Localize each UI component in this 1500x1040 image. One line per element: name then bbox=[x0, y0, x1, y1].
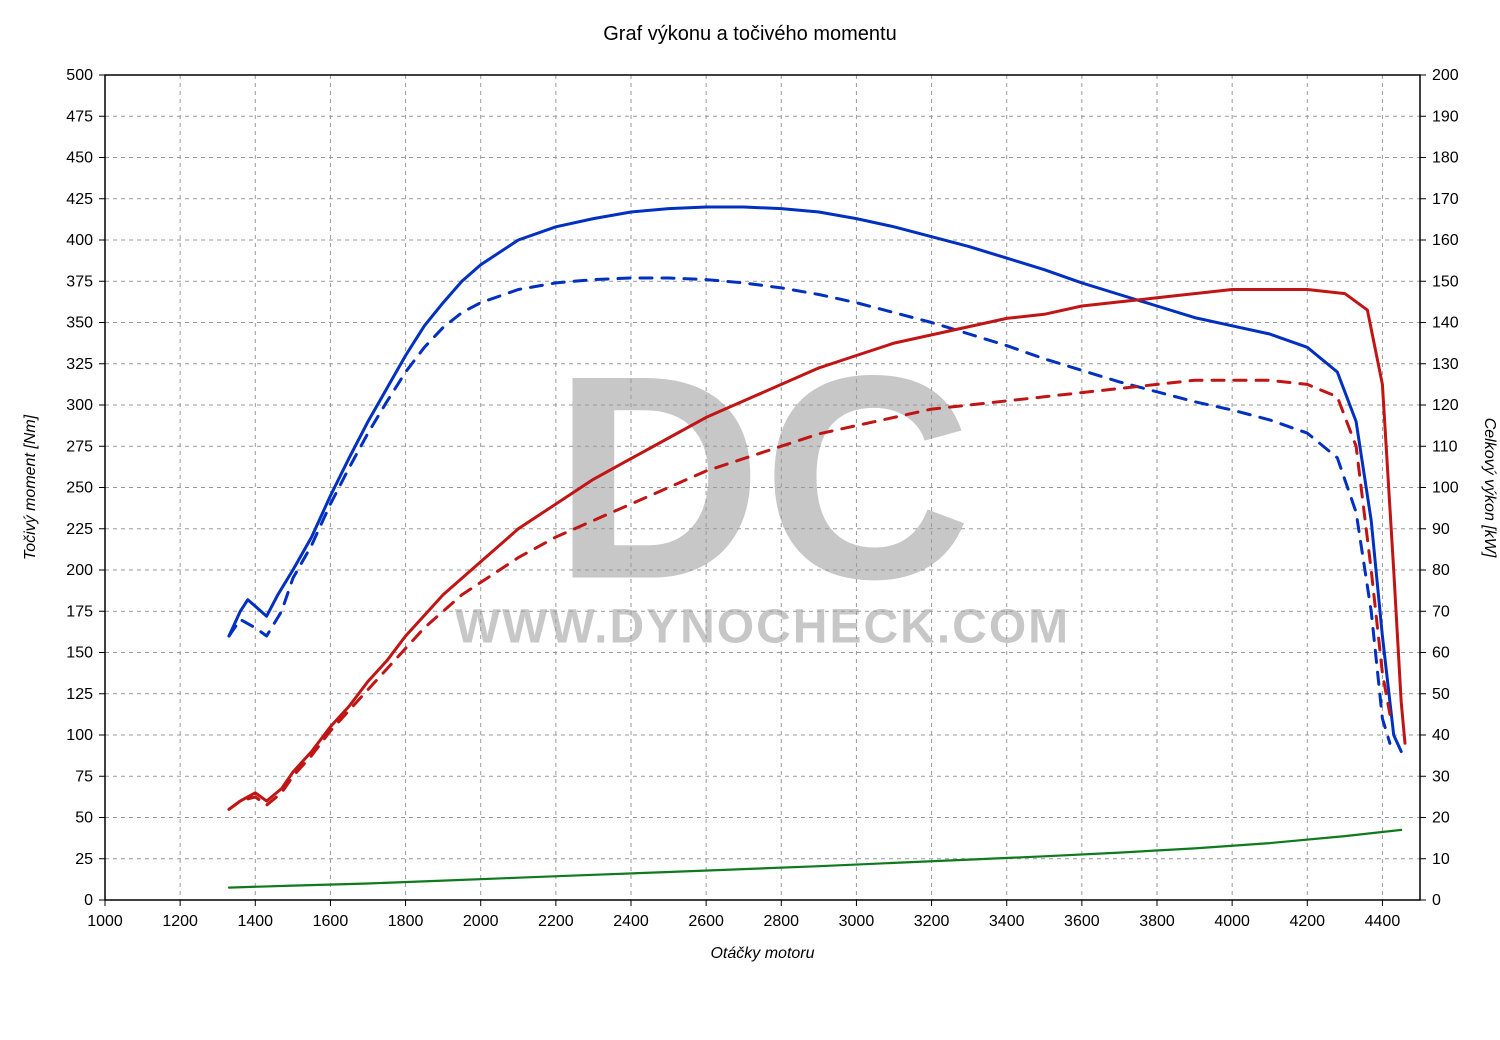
x-tick-label: 1000 bbox=[87, 913, 123, 930]
x-tick-label: 1400 bbox=[237, 913, 273, 930]
x-tick-label: 1200 bbox=[162, 913, 198, 930]
x-tick-label: 1800 bbox=[388, 913, 424, 930]
x-tick-label: 3400 bbox=[989, 913, 1025, 930]
y-left-tick-label: 250 bbox=[66, 480, 93, 497]
y-left-tick-label: 150 bbox=[66, 645, 93, 662]
x-tick-label: 3000 bbox=[839, 913, 875, 930]
y-right-tick-label: 160 bbox=[1432, 232, 1459, 249]
x-tick-label: 2000 bbox=[463, 913, 499, 930]
y-left-tick-label: 325 bbox=[66, 356, 93, 373]
y-right-tick-label: 90 bbox=[1432, 521, 1450, 538]
chart-title: Graf výkonu a točivého momentu bbox=[603, 23, 896, 45]
y-right-tick-label: 80 bbox=[1432, 562, 1450, 579]
y-left-tick-label: 175 bbox=[66, 603, 93, 620]
y-left-tick-label: 400 bbox=[66, 232, 93, 249]
x-tick-label: 3600 bbox=[1064, 913, 1100, 930]
y-right-tick-label: 10 bbox=[1432, 851, 1450, 868]
y-right-tick-label: 40 bbox=[1432, 727, 1450, 744]
y-right-tick-label: 130 bbox=[1432, 356, 1459, 373]
y-left-tick-label: 300 bbox=[66, 397, 93, 414]
y-right-tick-label: 180 bbox=[1432, 150, 1459, 167]
y-left-tick-label: 350 bbox=[66, 315, 93, 332]
y-left-tick-label: 125 bbox=[66, 686, 93, 703]
x-tick-label: 4000 bbox=[1214, 913, 1250, 930]
y-left-tick-label: 50 bbox=[75, 810, 93, 827]
x-tick-label: 2400 bbox=[613, 913, 649, 930]
y-right-tick-label: 100 bbox=[1432, 480, 1459, 497]
y-left-tick-label: 475 bbox=[66, 108, 93, 125]
x-tick-label: 2800 bbox=[763, 913, 799, 930]
x-tick-label: 2600 bbox=[688, 913, 724, 930]
y-left-tick-label: 425 bbox=[66, 191, 93, 208]
y-right-tick-label: 50 bbox=[1432, 686, 1450, 703]
y-right-tick-label: 0 bbox=[1432, 892, 1441, 909]
y-left-tick-label: 225 bbox=[66, 521, 93, 538]
y-right-tick-label: 200 bbox=[1432, 67, 1459, 84]
chart-svg: Graf výkonu a točivého momentuDCWWW.DYNO… bbox=[0, 0, 1500, 1040]
y-right-tick-label: 170 bbox=[1432, 191, 1459, 208]
y-left-tick-label: 375 bbox=[66, 273, 93, 290]
x-axis-label: Otáčky motoru bbox=[710, 945, 814, 962]
y-right-tick-label: 140 bbox=[1432, 315, 1459, 332]
y-right-tick-label: 20 bbox=[1432, 810, 1450, 827]
y-right-tick-label: 120 bbox=[1432, 397, 1459, 414]
y-left-tick-label: 500 bbox=[66, 67, 93, 84]
y-left-tick-label: 75 bbox=[75, 768, 93, 785]
x-tick-label: 1600 bbox=[313, 913, 349, 930]
x-tick-label: 2200 bbox=[538, 913, 574, 930]
y-left-tick-label: 200 bbox=[66, 562, 93, 579]
y-right-tick-label: 70 bbox=[1432, 603, 1450, 620]
y-right-tick-label: 110 bbox=[1432, 438, 1458, 455]
y-right-tick-label: 30 bbox=[1432, 768, 1450, 785]
y-right-tick-label: 150 bbox=[1432, 273, 1459, 290]
x-tick-label: 4200 bbox=[1289, 913, 1325, 930]
y-right-tick-label: 60 bbox=[1432, 645, 1450, 662]
x-tick-label: 4400 bbox=[1365, 913, 1401, 930]
y-left-axis-label: Točivý moment [Nm] bbox=[22, 414, 39, 560]
y-right-axis-label: Celkový výkon [kW] bbox=[1481, 418, 1498, 558]
watermark-url: WWW.DYNOCHECK.COM bbox=[455, 601, 1070, 654]
y-right-tick-label: 190 bbox=[1432, 108, 1459, 125]
y-left-tick-label: 25 bbox=[75, 851, 93, 868]
y-left-tick-label: 275 bbox=[66, 438, 93, 455]
y-left-tick-label: 0 bbox=[84, 892, 93, 909]
x-tick-label: 3200 bbox=[914, 913, 950, 930]
dyno-chart: Graf výkonu a točivého momentuDCWWW.DYNO… bbox=[0, 0, 1500, 1040]
x-tick-label: 3800 bbox=[1139, 913, 1175, 930]
y-left-tick-label: 450 bbox=[66, 150, 93, 167]
y-left-tick-label: 100 bbox=[66, 727, 93, 744]
